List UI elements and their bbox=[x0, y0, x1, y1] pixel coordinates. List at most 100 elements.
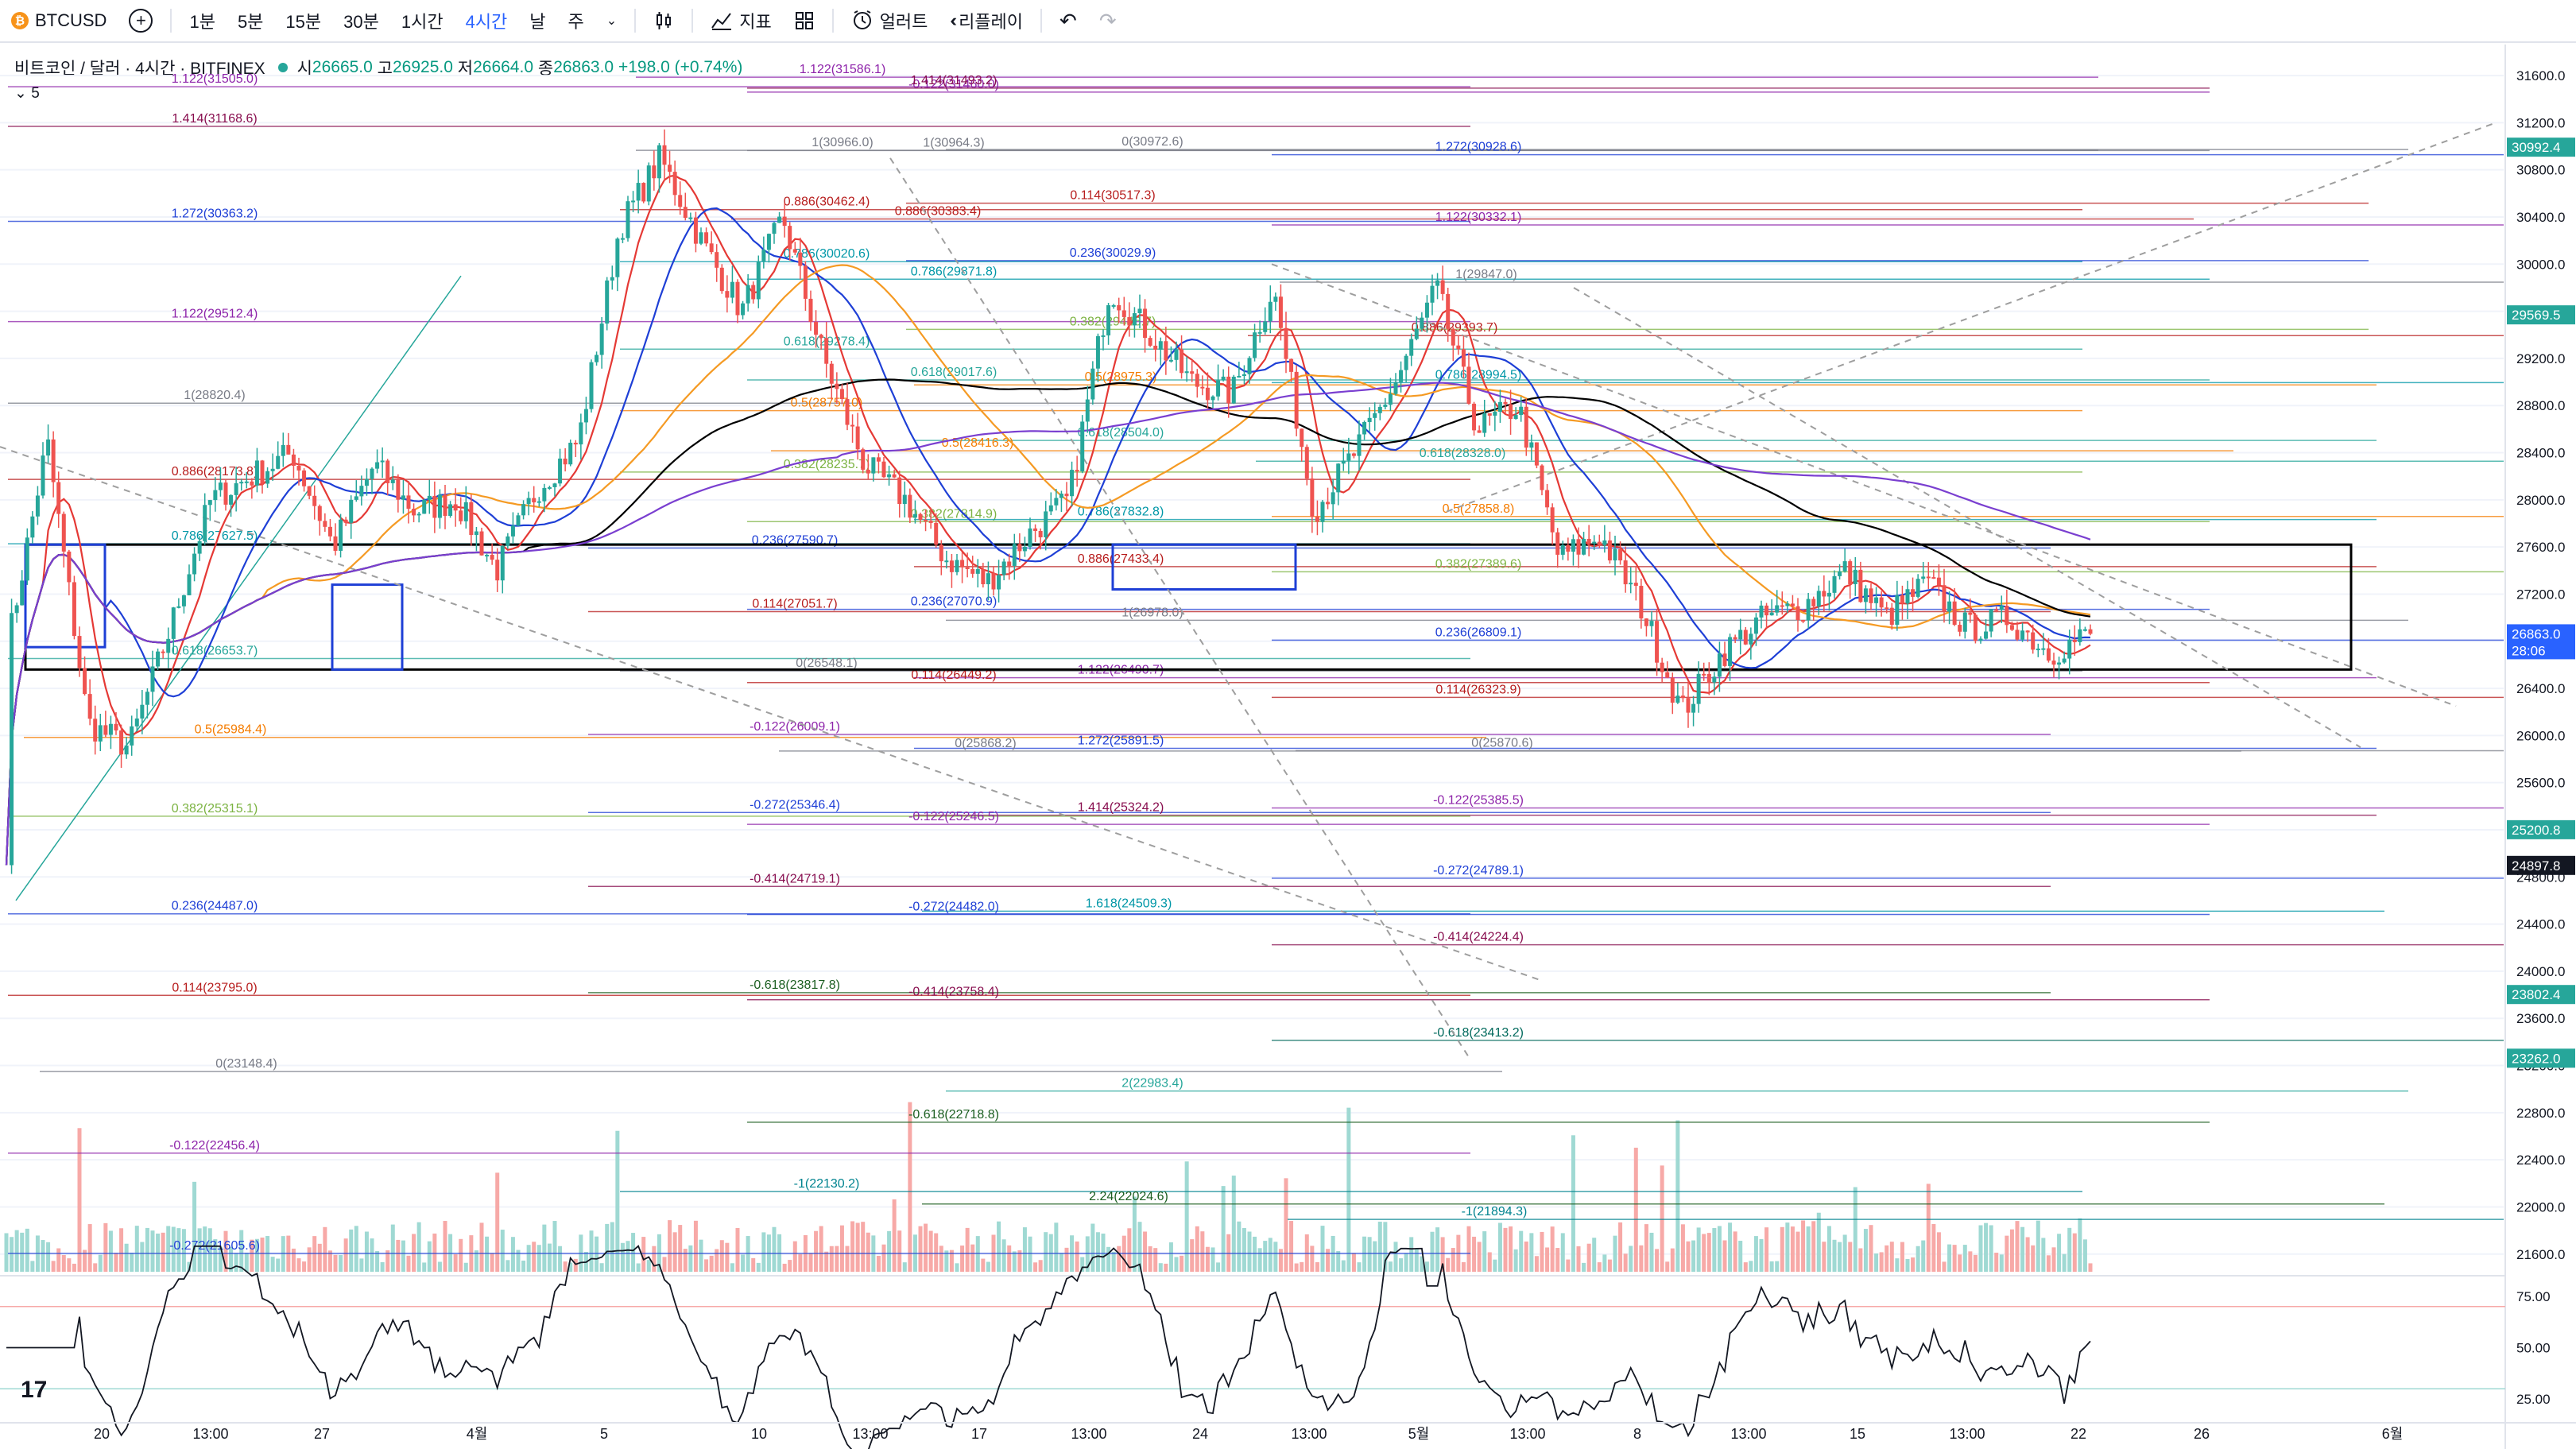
volume-bar bbox=[1388, 1261, 1393, 1272]
candle-body bbox=[615, 238, 620, 277]
candle-body bbox=[307, 486, 312, 496]
candle-body bbox=[459, 510, 463, 521]
market-status-icon bbox=[277, 63, 288, 72]
volume-bar bbox=[876, 1255, 881, 1272]
axis-layer: 31600.031200.030800.030400.030000.029600… bbox=[2504, 45, 2576, 1449]
volume-bar bbox=[1231, 1176, 1236, 1272]
volume-bar bbox=[1916, 1246, 1920, 1272]
interval-1h[interactable]: 1시간 bbox=[401, 12, 444, 32]
candle-body bbox=[1869, 588, 1873, 603]
undo-button[interactable]: ↶ bbox=[1048, 0, 1088, 42]
add-symbol-button[interactable]: + bbox=[118, 0, 164, 42]
alert-button[interactable]: 얼러트 bbox=[840, 0, 939, 42]
volume-bar bbox=[432, 1233, 437, 1272]
interval-day[interactable]: 날 bbox=[529, 12, 546, 32]
redo-button[interactable]: ↷ bbox=[1088, 0, 1128, 42]
volume-bar bbox=[970, 1244, 975, 1272]
volume-bar bbox=[1482, 1231, 1487, 1272]
volume-bar bbox=[1121, 1235, 1126, 1272]
replay-button[interactable]: ‹‹ 리플레이 bbox=[939, 0, 1034, 42]
volume-bar bbox=[114, 1253, 118, 1272]
volume-bar bbox=[1712, 1228, 1717, 1272]
volume-bar bbox=[1331, 1235, 1335, 1272]
chart-type-button[interactable] bbox=[642, 0, 685, 42]
candle-body bbox=[46, 439, 51, 456]
volume-bar bbox=[526, 1245, 531, 1272]
volume-bar bbox=[506, 1260, 510, 1272]
interval-4h[interactable]: 4시간 bbox=[465, 12, 508, 32]
volume-bar bbox=[2082, 1239, 2087, 1272]
volume-bar bbox=[1838, 1242, 1842, 1272]
candle-body bbox=[1012, 544, 1017, 566]
candle-body bbox=[1341, 460, 1346, 464]
candles-icon bbox=[657, 12, 672, 29]
candle-body bbox=[203, 505, 207, 541]
volume-bar bbox=[1717, 1226, 1722, 1272]
symbol-button[interactable]: ₿ BTCUSD bbox=[0, 0, 118, 42]
candle-body bbox=[1461, 349, 1466, 367]
fib-level-label: 0.382(27814.9) bbox=[911, 507, 997, 521]
volume-bar bbox=[98, 1254, 103, 1272]
volume-bar bbox=[474, 1250, 478, 1272]
volume-bar bbox=[1158, 1263, 1163, 1272]
volume-bar bbox=[730, 1263, 734, 1272]
fib-level-label: 0.886(28173.8) bbox=[172, 465, 258, 478]
candle-layer bbox=[10, 129, 2093, 874]
fib-level-label: 0.114(26323.9) bbox=[1435, 683, 1520, 696]
volume-bar bbox=[30, 1261, 35, 1272]
candle-body bbox=[1388, 393, 1393, 405]
interval-5m[interactable]: 5분 bbox=[237, 12, 264, 32]
candle-body bbox=[1529, 442, 1534, 448]
candle-body bbox=[1759, 605, 1764, 618]
price-label-box bbox=[2507, 819, 2575, 839]
price-label: 23802.4 bbox=[2512, 987, 2560, 1002]
layout-button[interactable] bbox=[783, 0, 826, 42]
volume-bar bbox=[276, 1258, 281, 1272]
volume-bar bbox=[1660, 1165, 1664, 1272]
volume-bar bbox=[1148, 1246, 1152, 1272]
candle-body bbox=[1393, 382, 1398, 394]
volume-bar bbox=[2041, 1238, 2046, 1272]
volume-bar bbox=[87, 1224, 92, 1272]
fib-level-label: 0.886(27433.4) bbox=[1078, 552, 1164, 566]
candle-body bbox=[924, 519, 928, 521]
currency-label[interactable]: USD bbox=[2516, 54, 2548, 71]
fib-level-label: -0.618(23413.2) bbox=[1433, 1026, 1524, 1040]
fib-level-label: 1.414(31168.6) bbox=[172, 112, 257, 126]
volume-bar bbox=[949, 1249, 954, 1272]
candle-body bbox=[343, 519, 348, 523]
volume-bar bbox=[1268, 1238, 1273, 1272]
fib-level-label: 0.236(26809.1) bbox=[1435, 626, 1522, 639]
volume-bar bbox=[605, 1223, 610, 1272]
candle-body bbox=[1978, 638, 1983, 641]
volume-bar bbox=[542, 1224, 547, 1272]
candle-body bbox=[1947, 601, 1952, 612]
indicator-toggle[interactable]: ⌄ 5 bbox=[14, 85, 40, 102]
interval-week[interactable]: 주 bbox=[567, 12, 584, 32]
volume-bar bbox=[469, 1235, 474, 1272]
volume-bar bbox=[1127, 1228, 1132, 1272]
interval-15m[interactable]: 15분 bbox=[285, 12, 322, 32]
interval-dropdown[interactable]: ⌄ bbox=[595, 0, 628, 42]
candle-body bbox=[1895, 595, 1900, 625]
volume-bar bbox=[1216, 1262, 1221, 1272]
interval-30m[interactable]: 30분 bbox=[343, 12, 379, 32]
candle-body bbox=[803, 265, 808, 299]
volume-bar bbox=[1806, 1226, 1811, 1272]
fib-level-label: 1.272(30363.2) bbox=[172, 207, 258, 220]
volume-bar bbox=[108, 1230, 113, 1272]
candle-body bbox=[166, 638, 171, 653]
candle-body bbox=[1582, 538, 1586, 555]
volume-bar bbox=[385, 1250, 390, 1272]
interval-1m[interactable]: 1분 bbox=[189, 12, 215, 32]
price-tick-label: 22400.0 bbox=[2516, 1153, 2565, 1168]
volume-bar bbox=[1738, 1241, 1743, 1272]
volume-bar bbox=[1879, 1252, 1884, 1272]
volume-bar bbox=[709, 1255, 714, 1272]
indicators-button[interactable]: 지표 bbox=[699, 0, 782, 42]
candle-body bbox=[302, 470, 307, 486]
candle-body bbox=[1989, 609, 1993, 632]
candle-body bbox=[250, 481, 254, 486]
candle-body bbox=[1137, 308, 1142, 314]
